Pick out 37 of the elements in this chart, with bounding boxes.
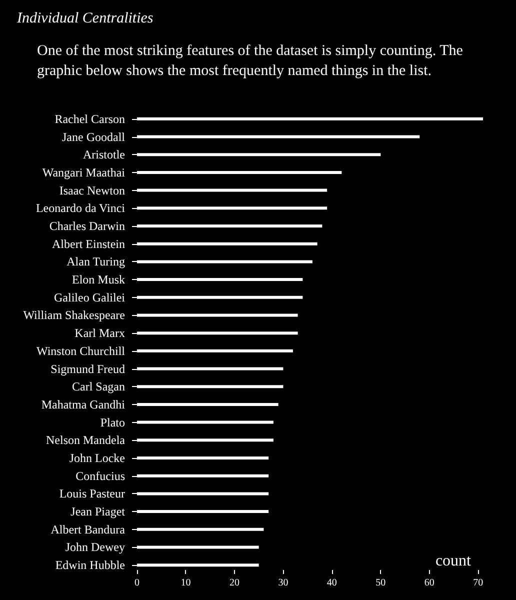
y-tick-label: Aristotle	[83, 148, 125, 162]
x-tick-label: 70	[473, 578, 484, 588]
x-tick-label: 0	[134, 578, 140, 588]
y-tick-label: Albert Einstein	[52, 236, 125, 251]
y-tick-label: Isaac Newton	[59, 183, 125, 198]
chart-title: Individual Centralities	[16, 10, 154, 26]
x-tick-label: 40	[326, 578, 337, 588]
x-tick-label: 30	[278, 578, 288, 588]
y-tick-label: John Dewey	[65, 540, 125, 554]
y-tick-label: Confucius	[76, 468, 126, 483]
y-tick-label: Carl Sagan	[72, 380, 125, 394]
y-tick-label: Karl Marx	[74, 326, 125, 340]
y-tick-label: Winston Churchill	[36, 344, 126, 358]
y-tick-label: Plato	[100, 415, 125, 430]
y-tick-label: John Locke	[69, 451, 125, 465]
y-tick-label: Albert Bandura	[50, 522, 126, 536]
y-tick-label: Charles Darwin	[49, 219, 125, 233]
y-tick-label: Edwin Hubble	[55, 558, 125, 572]
y-tick-label: Galileo Galilei	[54, 290, 126, 304]
y-tick-label: Leonardo da Vinci	[36, 201, 126, 216]
x-tick-label: 50	[376, 578, 386, 588]
y-tick-label: Mahatma Gandhi	[41, 397, 126, 412]
y-tick-label: William Shakespeare	[23, 308, 125, 322]
y-tick-label: Rachel Carson	[54, 112, 125, 126]
y-tick-label: Nelson Mandela	[46, 433, 126, 448]
y-tick-label: Louis Pasteur	[59, 486, 125, 501]
x-tick-label: 20	[229, 578, 240, 588]
y-tick-label: Alan Turing	[66, 254, 125, 269]
chart-subtitle: One of the most striking features of the dataset is simply counting. The graphic below shows the most frequently named things in the list.	[37, 43, 467, 79]
y-tick-label: Elon Musk	[72, 272, 125, 287]
x-tick-label: 10	[180, 578, 191, 588]
y-tick-label: Sigmund Freud	[50, 362, 125, 376]
y-tick-label: Jane Goodall	[62, 130, 126, 144]
x-axis-title: count	[435, 552, 472, 570]
y-tick-label: Jean Piaget	[70, 504, 126, 519]
y-tick-label: Wangari Maathai	[42, 165, 126, 180]
x-tick-label: 60	[424, 578, 434, 588]
